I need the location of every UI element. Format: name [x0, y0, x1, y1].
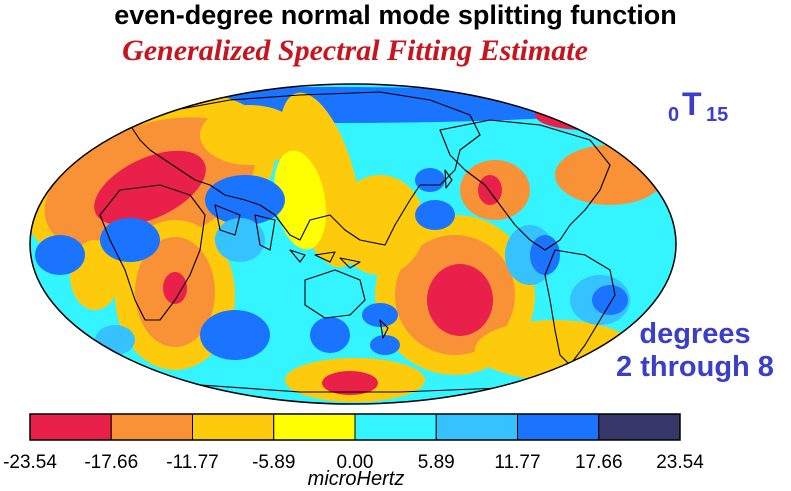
anomaly-region [322, 371, 378, 395]
anomaly-region [427, 264, 493, 336]
colorbar-segment [435, 413, 518, 441]
coastline [214, 204, 241, 236]
anomaly-region [94, 150, 206, 226]
colorbar-segment [192, 413, 275, 441]
mode-overtone-number: 0 [668, 104, 680, 126]
coastline [99, 184, 206, 321]
coastline [544, 249, 616, 366]
colorbar-segment [29, 413, 112, 441]
anomaly-region [415, 168, 445, 192]
anomaly-region [310, 317, 350, 353]
colorbar-tick-label: -5.89 [252, 452, 296, 473]
coastline [129, 91, 481, 246]
degree-note-line2: 2 through 8 [616, 351, 774, 383]
colorbar-tick-label: 5.89 [417, 452, 455, 473]
anomaly-region [200, 105, 300, 165]
anomaly-region [478, 175, 502, 205]
anomaly-region [163, 272, 187, 304]
coastline [289, 249, 361, 269]
colorbar-segment [273, 413, 356, 441]
colorbar-tick-label: -23.54 [3, 452, 57, 473]
anomaly-region [415, 200, 455, 230]
colorbar-tick-label: -17.66 [84, 452, 139, 473]
colorbar-tick-label: 0.00 [336, 452, 374, 473]
colorbar-segment [110, 413, 193, 441]
colorbar-segment [354, 413, 437, 441]
figure-title: even-degree normal mode splitting functi… [114, 0, 677, 30]
figure-subtitle: Generalized Spectral Fitting Estimate [122, 34, 588, 67]
mode-angular-degree: 15 [706, 104, 729, 126]
colorbar-segment [598, 413, 681, 441]
anomaly-region [200, 310, 270, 360]
colorbar-tick-label: 23.54 [656, 452, 704, 473]
colorbar-segment [517, 413, 600, 441]
anomaly-region [215, 218, 265, 262]
anomaly-region [35, 235, 85, 275]
colorbar-unit: microHertz [307, 468, 405, 490]
coastline [304, 269, 366, 319]
anomaly-region [370, 335, 400, 355]
colorbar-tick-label: 11.77 [494, 452, 541, 473]
coastline [439, 119, 611, 251]
anomaly-region [273, 150, 327, 250]
coastline [379, 169, 453, 339]
anomaly-region [592, 285, 628, 315]
degree-note-line1: degrees [639, 318, 751, 350]
mode-letter: T [682, 86, 702, 122]
anomaly-region [335, 175, 425, 275]
colorbar-tick-label: -11.77 [166, 452, 219, 473]
degree-range-note: degrees 2 through 8 [600, 318, 790, 384]
coastline [254, 214, 276, 251]
map-outline [29, 83, 677, 405]
anomaly-region [362, 303, 398, 327]
colorbar-tick-label: 17.66 [574, 452, 623, 473]
